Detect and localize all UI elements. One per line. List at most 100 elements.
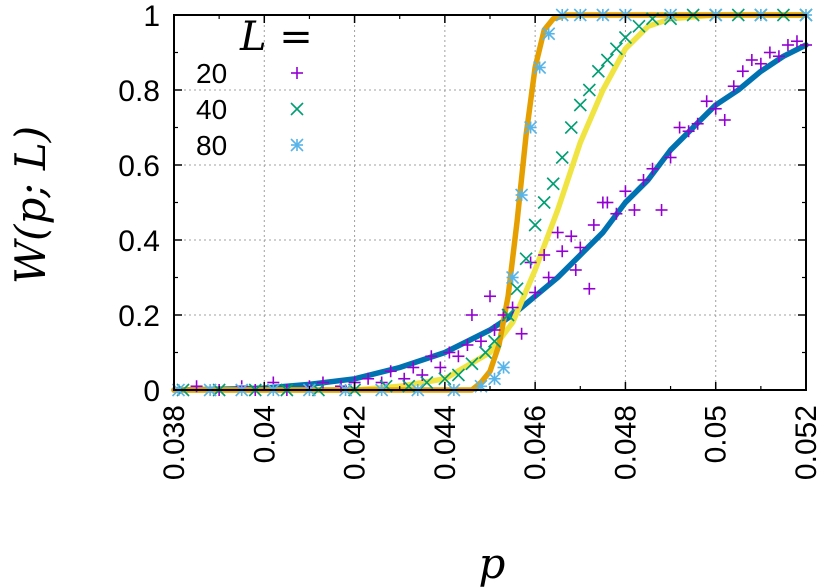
marker-L40 — [600, 53, 614, 67]
marker-L20 — [763, 46, 776, 59]
y-tick-label: 1 — [143, 0, 160, 33]
marker-L80 — [542, 27, 556, 41]
marker-L20 — [745, 54, 758, 66]
marker-L20 — [637, 174, 650, 186]
marker-L20 — [529, 286, 542, 299]
x-tick-label: 0.048 — [609, 405, 642, 480]
legend-label-L80: 80 — [196, 130, 227, 161]
ticks — [173, 14, 807, 391]
marker-L40 — [420, 375, 434, 390]
marker-L20 — [384, 365, 397, 378]
marker-L20 — [646, 162, 659, 175]
marker-L40 — [546, 177, 560, 191]
marker-L40 — [519, 252, 533, 266]
legend-marker-L40 — [290, 102, 304, 116]
marker-L40 — [528, 218, 542, 232]
marker-L20 — [551, 226, 564, 239]
x-tick-label: 0.046 — [519, 405, 552, 480]
marker-L20 — [727, 80, 740, 93]
marker-L20 — [452, 350, 465, 363]
marker-L20 — [754, 57, 767, 70]
marker-L20 — [601, 196, 614, 209]
marker-L20 — [772, 50, 785, 63]
marker-L20 — [610, 207, 623, 220]
marker-L20 — [718, 114, 731, 126]
marker-L20 — [583, 282, 596, 295]
marker-L20 — [425, 350, 438, 363]
marker-L20 — [461, 339, 474, 351]
marker-L20 — [434, 361, 447, 374]
marker-L80 — [506, 270, 520, 285]
x-tick-label: 0.04 — [248, 405, 281, 463]
marker-L40 — [487, 334, 502, 348]
y-tick-label: 0 — [143, 375, 160, 408]
legend-marker-L80 — [290, 138, 304, 152]
marker-L20 — [628, 204, 641, 216]
grid — [174, 15, 806, 390]
fit-line-L80 — [171, 12, 809, 393]
y-axis-label: W(p; L) — [6, 126, 55, 284]
marker-L80 — [515, 188, 529, 202]
marker-L20 — [781, 39, 794, 51]
marker-L20 — [569, 264, 582, 276]
marker-L80 — [524, 120, 538, 135]
marker-L80 — [487, 372, 502, 386]
marker-L20 — [474, 335, 487, 348]
fit-line-L40 — [171, 12, 809, 393]
x-tick-label: 0.042 — [339, 405, 372, 480]
marker-L20 — [790, 35, 803, 48]
marker-L20 — [465, 309, 478, 321]
legend: L = 20 40 80 — [196, 14, 313, 161]
marker-L40 — [555, 150, 569, 165]
legend-label-L20: 20 — [196, 58, 227, 89]
marker-L40 — [510, 282, 524, 296]
marker-L20 — [587, 219, 600, 231]
marker-L20 — [488, 324, 501, 336]
x-axis-label: p — [479, 539, 506, 587]
marker-L20 — [619, 185, 632, 198]
marker-L20 — [542, 271, 555, 284]
marker-L20 — [362, 372, 375, 385]
y-tick-label: 0.6 — [118, 150, 160, 183]
x-tick-label: 0.044 — [429, 405, 462, 480]
marker-L40 — [438, 372, 452, 386]
marker-L20 — [556, 245, 569, 258]
y-tick-label: 0.2 — [118, 300, 160, 333]
y-tick-label: 0.8 — [118, 75, 160, 108]
fit-curves — [171, 12, 809, 393]
marker-L40 — [451, 368, 465, 382]
marker-L40 — [591, 64, 605, 78]
marker-L40 — [478, 345, 493, 360]
marker-L20 — [736, 65, 749, 78]
marker-L80 — [496, 360, 511, 375]
marker-L40 — [618, 30, 632, 45]
marker-L20 — [538, 249, 551, 261]
data-markers — [171, 8, 813, 397]
marker-L20 — [664, 151, 677, 164]
marker-L20 — [515, 327, 528, 340]
marker-L40 — [582, 83, 596, 97]
marker-L40 — [537, 195, 551, 210]
marker-L20 — [682, 125, 695, 138]
x-tick-label: 0.038 — [158, 405, 191, 480]
marker-L20 — [443, 346, 456, 359]
tick-labels: 0.038 0.04 0.042 0.044 0.046 0.048 0.05 0.052 0 0… — [118, 0, 823, 480]
marker-L20 — [709, 102, 722, 115]
marker-L20 — [655, 204, 668, 216]
x-tick-label: 0.05 — [700, 405, 733, 463]
marker-L20 — [407, 361, 420, 374]
marker-L40 — [632, 19, 646, 33]
marker-L40 — [609, 42, 623, 56]
fit-line-L20 — [171, 42, 809, 393]
marker-L20 — [484, 290, 496, 303]
plot-frame — [173, 14, 807, 391]
marker-L40 — [501, 308, 515, 322]
marker-L20 — [700, 95, 713, 108]
legend-marker-L20 — [291, 67, 303, 79]
marker-L20 — [691, 117, 704, 130]
marker-L20 — [574, 241, 587, 254]
marker-L80 — [533, 60, 547, 75]
legend-title: L = — [239, 14, 313, 60]
marker-L40 — [564, 120, 578, 135]
